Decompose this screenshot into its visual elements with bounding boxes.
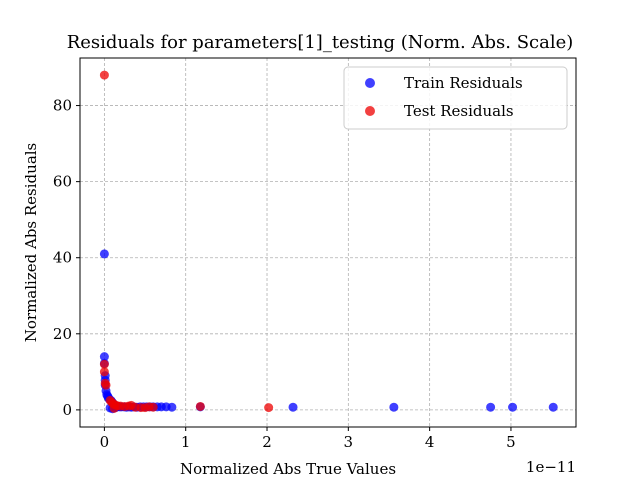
data-points — [99, 70, 558, 414]
data-point — [99, 359, 109, 369]
data-point — [548, 402, 558, 412]
x-axis-label: Normalized Abs True Values — [180, 460, 396, 478]
y-tick-label: 80 — [53, 97, 72, 115]
x-axis-offset-label: 1e−11 — [526, 458, 576, 476]
data-point — [508, 402, 518, 412]
y-tick-label: 20 — [53, 325, 72, 343]
chart-title: Residuals for parameters[1]_testing (Nor… — [67, 32, 574, 53]
y-tick-label: 0 — [62, 401, 72, 419]
y-tick-label: 40 — [53, 249, 72, 267]
x-tick-label: 5 — [506, 433, 516, 451]
data-point — [148, 402, 158, 412]
legend-box — [343, 66, 568, 130]
legend: Train Residuals Test Residuals — [343, 66, 568, 130]
data-point — [389, 402, 399, 412]
x-tick-label: 2 — [262, 433, 272, 451]
data-point — [167, 402, 177, 412]
data-point — [486, 402, 496, 412]
plot-frame — [79, 57, 577, 428]
x-tick-label: 1 — [181, 433, 191, 451]
data-point — [288, 402, 298, 412]
data-point — [99, 70, 109, 80]
data-point — [101, 380, 111, 390]
y-axis-label: Normalized Abs Residuals — [22, 143, 40, 343]
legend-label: Test Residuals — [404, 102, 514, 120]
x-tick-label: 4 — [425, 433, 435, 451]
x-tick-label: 3 — [344, 433, 354, 451]
data-point — [109, 403, 119, 413]
x-tick-label: 0 — [100, 433, 110, 451]
data-point — [99, 367, 109, 377]
data-point — [99, 249, 109, 259]
legend-marker — [365, 106, 375, 116]
data-point — [99, 352, 109, 362]
data-point — [195, 401, 205, 411]
axis-ticks: 0 1 2 3 4 5 0 20 40 60 80 — [53, 97, 516, 451]
y-tick-label: 60 — [53, 173, 72, 191]
legend-marker — [365, 78, 375, 88]
data-point — [264, 403, 274, 413]
legend-label: Train Residuals — [404, 74, 523, 92]
